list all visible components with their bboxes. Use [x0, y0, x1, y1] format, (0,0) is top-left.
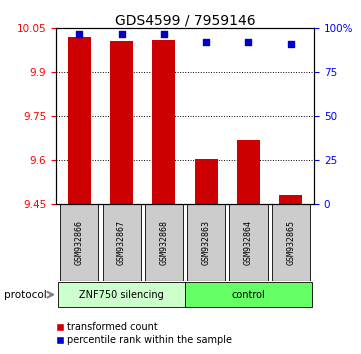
Text: GSM932868: GSM932868 — [159, 220, 168, 265]
Title: GDS4599 / 7959146: GDS4599 / 7959146 — [115, 13, 255, 27]
Bar — [68, 37, 91, 204]
FancyBboxPatch shape — [145, 204, 183, 281]
Text: GSM932863: GSM932863 — [202, 220, 211, 265]
Point — [288, 41, 294, 47]
FancyBboxPatch shape — [230, 204, 268, 281]
Text: GSM932865: GSM932865 — [286, 220, 295, 265]
Text: ZNF750 silencing: ZNF750 silencing — [79, 290, 164, 300]
Bar — [279, 195, 303, 204]
FancyBboxPatch shape — [187, 204, 225, 281]
Bar — [110, 41, 133, 204]
Point — [76, 31, 82, 36]
Bar — [237, 140, 260, 204]
FancyBboxPatch shape — [103, 204, 140, 281]
Legend: transformed count, percentile rank within the sample: transformed count, percentile rank withi… — [52, 319, 236, 349]
FancyBboxPatch shape — [272, 204, 310, 281]
FancyBboxPatch shape — [58, 282, 185, 307]
Text: control: control — [232, 290, 265, 300]
Text: GSM932867: GSM932867 — [117, 220, 126, 265]
Text: GSM932866: GSM932866 — [75, 220, 84, 265]
Bar — [152, 40, 175, 204]
Bar — [195, 159, 218, 204]
FancyBboxPatch shape — [185, 282, 312, 307]
Point — [203, 40, 209, 45]
Point — [119, 31, 125, 36]
FancyBboxPatch shape — [60, 204, 98, 281]
Text: GSM932864: GSM932864 — [244, 220, 253, 265]
Point — [245, 40, 251, 45]
Text: protocol: protocol — [4, 290, 46, 300]
Point — [161, 31, 167, 36]
